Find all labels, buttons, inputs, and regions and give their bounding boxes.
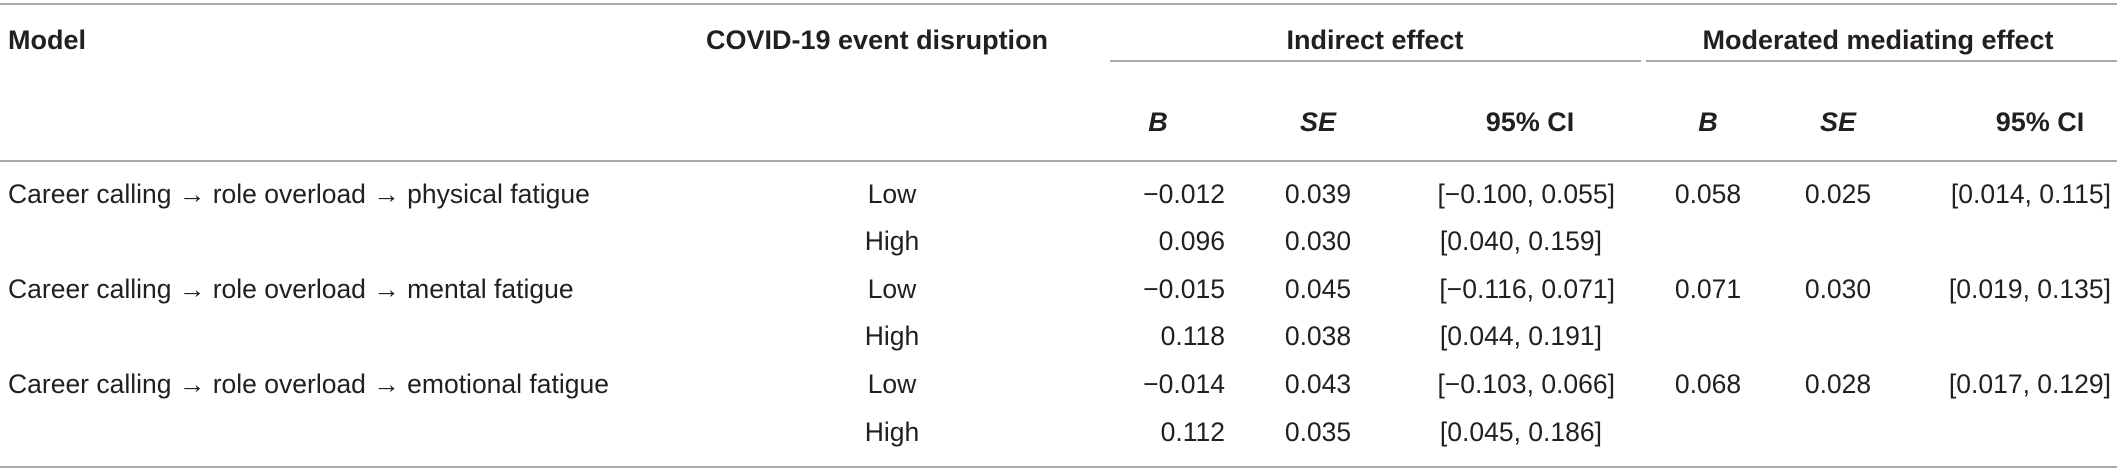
row-3-mod-b: 0.068 (1674, 369, 1742, 399)
row-3-high-level: High (864, 417, 920, 447)
row-3-low-se: 0.043 (1284, 369, 1352, 399)
row-3-mod-ci: [0.017, 0.129] (1948, 369, 2111, 399)
header-b-moderated: B (1698, 107, 1718, 137)
row-1-high-ci: [0.040, 0.159] (1439, 226, 1602, 256)
header-indirect-effect: Indirect effect (1286, 25, 1464, 55)
row-3-high-b: 0.112 (1160, 417, 1225, 447)
row-2-mod-ci: [0.019, 0.135] (1948, 274, 2111, 304)
row-1-low-ci: [−0.100, 0.055] (1437, 179, 1615, 209)
row-1-high-level: High (864, 226, 920, 256)
header-se-indirect: SE (1299, 107, 1337, 137)
row-2-model: Career calling → role overload → mental … (8, 274, 574, 304)
row-3-low-b: −0.014 (1143, 369, 1225, 399)
row-2-high-b: 0.118 (1160, 321, 1225, 351)
row-3-model: Career calling → role overload → emotion… (8, 369, 609, 399)
bottom-rule (0, 466, 2117, 468)
row-1-high-se: 0.030 (1284, 226, 1352, 256)
row-2-mod-se: 0.030 (1804, 274, 1872, 304)
row-3-low-level: Low (867, 369, 917, 399)
row-3-high-se: 0.035 (1284, 417, 1352, 447)
row-3-low-ci: [−0.103, 0.066] (1437, 369, 1615, 399)
row-2-low-ci: [−0.116, 0.071] (1439, 274, 1615, 304)
header-bottom-rule (0, 160, 2117, 162)
row-3-mod-se: 0.028 (1804, 369, 1872, 399)
row-2-low-b: −0.015 (1143, 274, 1225, 304)
header-se-moderated: SE (1819, 107, 1857, 137)
header-model: Model (8, 25, 86, 55)
row-2-high-se: 0.038 (1284, 321, 1352, 351)
row-2-low-level: Low (867, 274, 917, 304)
row-2-high-ci: [0.044, 0.191] (1439, 321, 1602, 351)
row-2-mod-b: 0.071 (1674, 274, 1742, 304)
row-2-low-se: 0.045 (1284, 274, 1352, 304)
row-1-model: Career calling → role overload → physica… (8, 179, 590, 209)
top-rule (0, 3, 2117, 5)
row-2-high-level: High (864, 321, 920, 351)
indirect-effect-underline (1110, 60, 1641, 62)
row-1-mod-ci: [0.014, 0.115] (1950, 179, 2111, 209)
row-1-high-b: 0.096 (1158, 226, 1225, 256)
header-disruption: COVID-19 event disruption (706, 25, 1049, 55)
row-3-high-ci: [0.045, 0.186] (1439, 417, 1602, 447)
row-1-low-b: −0.012 (1143, 179, 1225, 209)
row-1-low-se: 0.039 (1284, 179, 1352, 209)
header-ci-moderated: 95% CI (1995, 107, 2085, 137)
moderated-effect-underline (1646, 60, 2117, 62)
header-ci-indirect: 95% CI (1485, 107, 1575, 137)
row-1-mod-b: 0.058 (1674, 179, 1742, 209)
row-1-mod-se: 0.025 (1804, 179, 1872, 209)
header-moderated-mediating-effect: Moderated mediating effect (1702, 25, 2054, 55)
row-1-low-level: Low (867, 179, 917, 209)
header-b-indirect: B (1148, 107, 1168, 137)
